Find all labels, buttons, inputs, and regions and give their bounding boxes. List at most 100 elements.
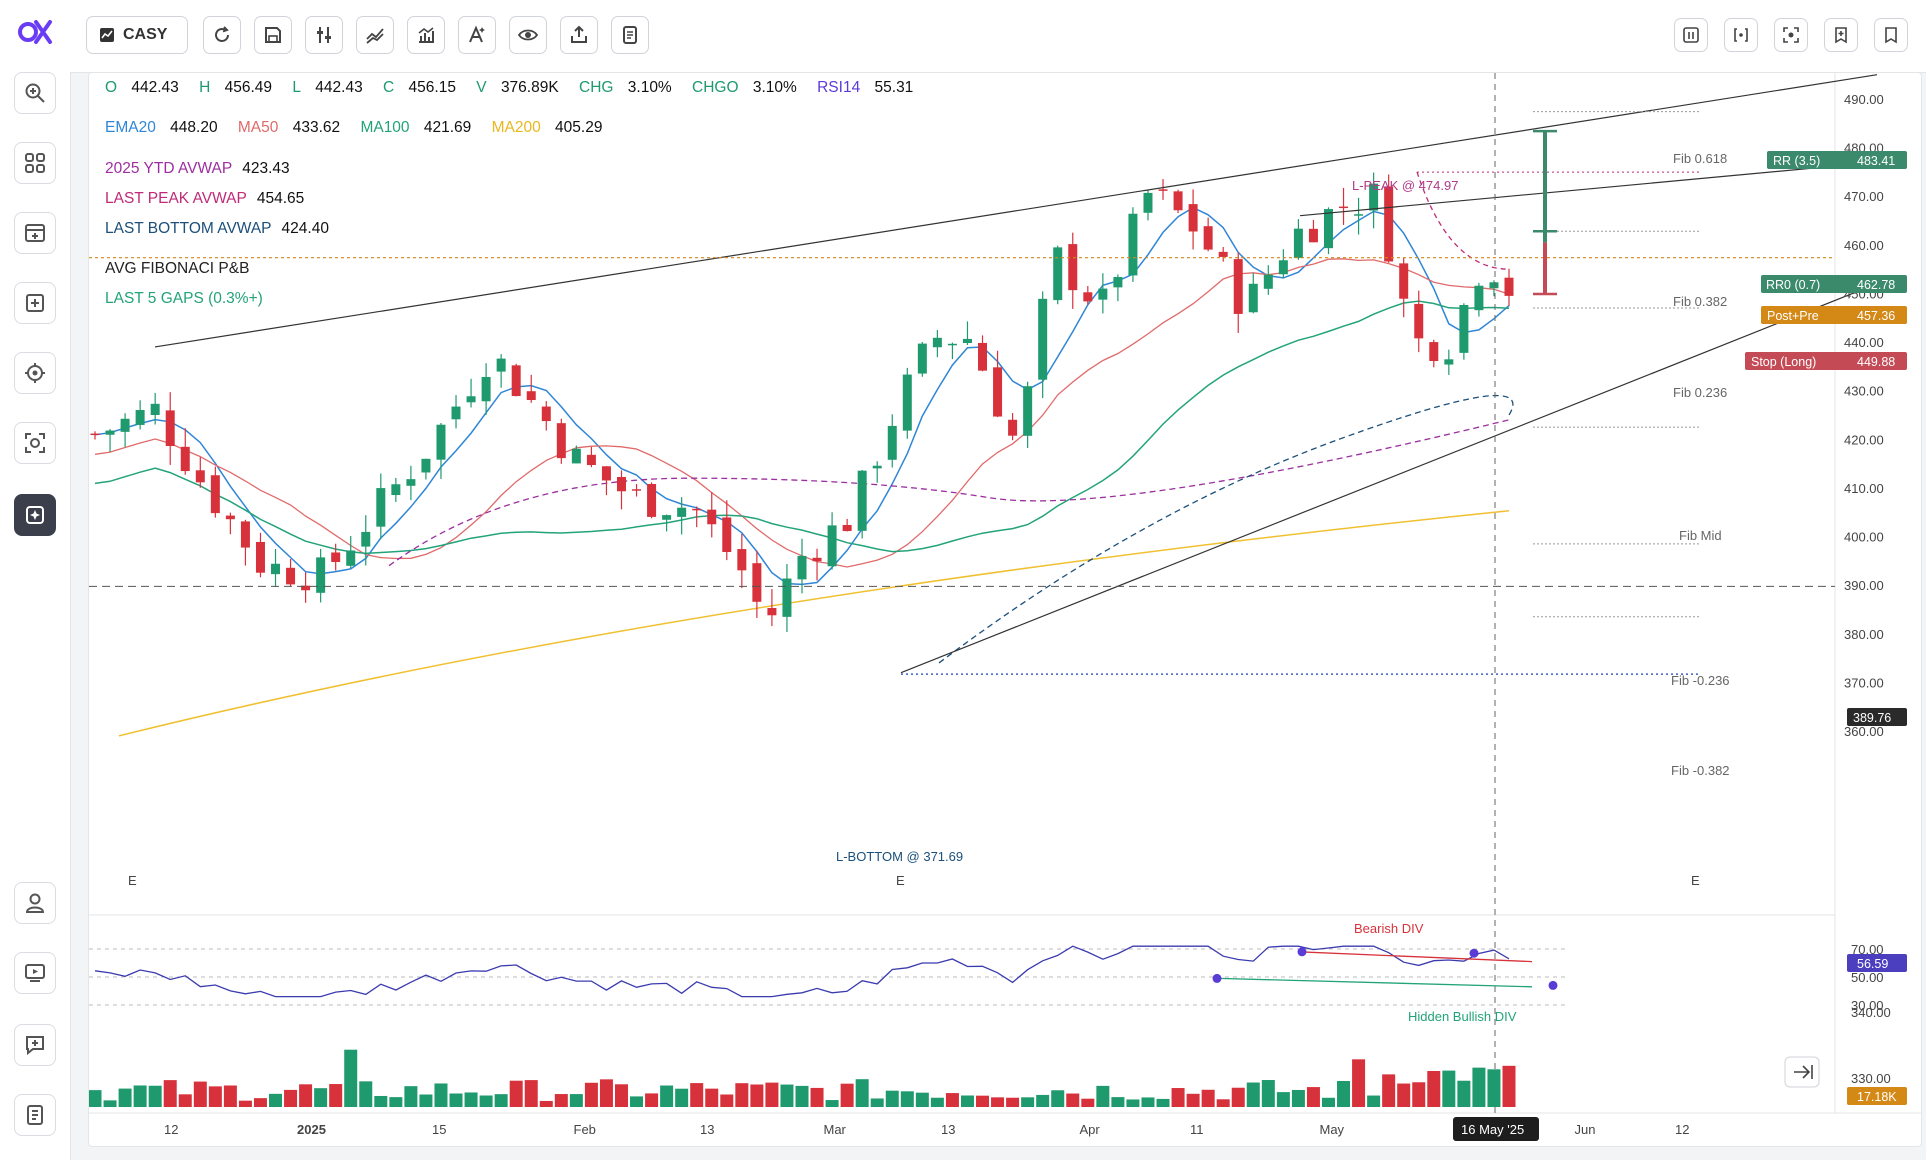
- ma100-label: MA100: [360, 119, 410, 136]
- rsi-value: 55.31: [874, 79, 914, 96]
- volume-bar: [1487, 1069, 1501, 1107]
- volume-bar: [1472, 1067, 1486, 1107]
- text-tool-button[interactable]: [458, 16, 496, 54]
- price-tick: 390.00: [1844, 578, 1884, 593]
- share-button[interactable]: [560, 16, 598, 54]
- save-button[interactable]: [254, 16, 292, 54]
- bookmark-button[interactable]: [1874, 18, 1908, 52]
- visibility-button[interactable]: [509, 16, 547, 54]
- panel-layout-button[interactable]: [1674, 18, 1708, 52]
- volume-bar: [1066, 1093, 1080, 1107]
- indicator-settings-button[interactable]: [305, 16, 343, 54]
- candle-body: [165, 410, 175, 447]
- candle-body: [1474, 285, 1484, 311]
- code-button[interactable]: [1724, 18, 1758, 52]
- candle-body: [1023, 386, 1033, 436]
- chart-panel[interactable]: 70.00 50.00 30.00 340.00 330.00 490.00 480.0…: [88, 72, 1922, 1147]
- volume-bar: [449, 1093, 463, 1107]
- video-icon[interactable]: [14, 952, 56, 994]
- stop-tag-label: Stop (Long): [1751, 355, 1816, 369]
- volume-bar: [1081, 1098, 1095, 1107]
- bar-chart-icon: [418, 27, 434, 43]
- candle-body: [1008, 419, 1018, 436]
- zoom-icon[interactable]: [14, 72, 56, 114]
- rr0-tag-value: 462.78: [1857, 278, 1895, 292]
- price-tick: 370.00: [1844, 675, 1884, 690]
- volume-bar: [630, 1096, 644, 1107]
- add-chart-icon[interactable]: [14, 282, 56, 324]
- hline-tag: [1847, 708, 1907, 726]
- candle-body: [1339, 206, 1349, 209]
- candle-body: [1504, 277, 1514, 296]
- volume-bar: [1141, 1097, 1155, 1107]
- volume-current-tag: [1847, 1087, 1907, 1105]
- share-icon: [571, 25, 587, 43]
- volume-bar: [133, 1085, 147, 1107]
- symbol-selector-button[interactable]: CASY: [86, 16, 188, 54]
- volume-bar: [524, 1080, 538, 1107]
- feedback-icon[interactable]: [14, 1024, 56, 1066]
- candle-body: [240, 521, 250, 548]
- volume-bar: [1367, 1095, 1381, 1107]
- chart-type-button[interactable]: [407, 16, 445, 54]
- time-axis[interactable]: 12 2025 15 Feb 13 Mar 13 Apr 11 May Jun 12: [164, 1122, 1689, 1137]
- bookmark-icon: [1885, 27, 1897, 44]
- volume-label: V: [476, 79, 487, 96]
- screenshot-button[interactable]: [1774, 18, 1808, 52]
- volume-bar: [735, 1083, 749, 1107]
- postpre-tag: [1761, 306, 1907, 324]
- candle-body: [271, 563, 281, 575]
- notes-icon[interactable]: [14, 1094, 56, 1136]
- refresh-button[interactable]: [203, 16, 241, 54]
- brand-logo-icon[interactable]: [16, 16, 54, 48]
- candle-body: [947, 343, 957, 346]
- volume-bar: [1261, 1080, 1275, 1107]
- volume-tick: 330.00: [1851, 1071, 1891, 1086]
- volume-bar: [389, 1097, 403, 1107]
- candle-body: [255, 541, 265, 573]
- add-watchlist-button[interactable]: [1824, 18, 1858, 52]
- user-icon[interactable]: [14, 882, 56, 924]
- candle-body: [978, 342, 988, 371]
- sliders-icon: [317, 27, 331, 43]
- volume-bar: [103, 1100, 117, 1107]
- candle-body: [1429, 342, 1439, 362]
- close-value: 456.15: [408, 79, 456, 96]
- ema20-label: EMA20: [105, 119, 156, 136]
- ai-sparkle-icon[interactable]: [14, 494, 56, 536]
- chart-icon: [100, 28, 114, 42]
- volume-bar: [1427, 1070, 1441, 1107]
- candle-body: [1158, 189, 1168, 191]
- candle-body: [286, 567, 296, 585]
- price-tick: 440.00: [1844, 335, 1884, 350]
- rsi-current-value: 56.59: [1857, 957, 1888, 971]
- candle-body: [1444, 359, 1454, 365]
- candle-body: [316, 557, 326, 593]
- candle-body: [571, 448, 581, 464]
- indicators-button[interactable]: [356, 16, 394, 54]
- candle-body: [210, 475, 220, 514]
- add-panel-icon[interactable]: [14, 212, 56, 254]
- volume-bar: [750, 1084, 764, 1107]
- rr0-tag: [1761, 275, 1907, 293]
- notes-button[interactable]: [611, 16, 649, 54]
- price-axis[interactable]: 490.00480.00470.00460.00450.00440.00430.…: [1844, 92, 1884, 739]
- candle-body: [722, 517, 732, 553]
- volume-bar: [675, 1088, 689, 1107]
- candle-body: [451, 406, 461, 420]
- grid-layout-icon[interactable]: [14, 142, 56, 184]
- brackets-icon: [1734, 28, 1748, 42]
- volume-bar: [374, 1095, 388, 1107]
- candle-body: [511, 365, 521, 397]
- gaps-study-row: LAST 5 GAPS (0.3%+): [105, 290, 273, 308]
- volume-bar: [1126, 1099, 1140, 1107]
- volume-bar: [89, 1090, 102, 1107]
- volume-bar: [148, 1085, 162, 1107]
- target-icon[interactable]: [14, 352, 56, 394]
- candle-body: [90, 433, 100, 436]
- volume-bar: [614, 1084, 628, 1107]
- scan-icon[interactable]: [14, 422, 56, 464]
- volume-bar: [976, 1095, 990, 1107]
